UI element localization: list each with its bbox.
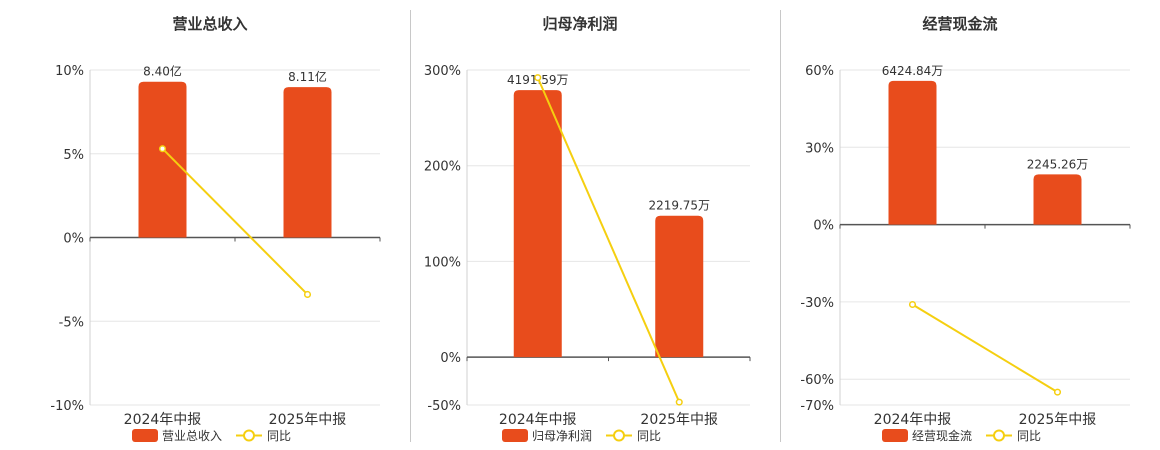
yoy-line [536, 77, 681, 403]
x-tick-label: 2025年中报 [269, 412, 347, 428]
legend-line-marker [243, 429, 255, 442]
y-tick-label: 5% [63, 148, 84, 163]
bar-data-label: 6424.84万 [882, 64, 944, 78]
y-tick-label: 0% [440, 351, 461, 366]
bar [655, 215, 704, 358]
y-tick-label: 60% [805, 64, 834, 79]
x-tick-label: 2024年中报 [124, 412, 202, 428]
bar-data-label: 2245.26万 [1027, 157, 1089, 171]
bar [283, 87, 332, 238]
x-tick-label: 2025年中报 [640, 412, 718, 428]
chart-title: 经营现金流 [922, 15, 997, 33]
yoy-point [908, 300, 917, 309]
panel-divider-2 [780, 10, 781, 442]
panel-divider-1 [410, 10, 411, 442]
yoy-line [911, 303, 1059, 393]
legend-bar-label: 经营现金流 [912, 428, 972, 443]
legend-bar-swatch [502, 429, 528, 442]
chart-title: 营业总收入 [172, 15, 247, 33]
y-tick-label: 0% [63, 232, 84, 247]
y-tick-label: 300% [424, 64, 461, 79]
legend-line-marker [993, 429, 1005, 442]
y-tick-label: 0% [813, 219, 834, 234]
chart-title: 归母净利润 [542, 15, 617, 33]
legend-line-label: 同比 [637, 429, 661, 443]
yoy-line [161, 148, 309, 296]
y-tick-label: -50% [427, 399, 461, 414]
x-tick-label: 2025年中报 [1019, 412, 1097, 428]
y-tick-label: 200% [424, 160, 461, 175]
yoy-point [1053, 388, 1062, 396]
y-tick-label: 100% [424, 255, 461, 270]
legend-line-marker [613, 429, 625, 442]
x-tick-label: 2024年中报 [499, 412, 577, 428]
yoy-point [534, 74, 542, 82]
y-tick-label: -60% [800, 373, 834, 388]
bar-data-label: 8.11亿 [288, 69, 327, 84]
yoy-point [675, 398, 683, 406]
legend-bar-label: 营业总收入 [162, 429, 222, 443]
yoy-point [303, 290, 312, 299]
y-tick-label: -70% [800, 399, 834, 414]
legend-line-label: 同比 [1017, 429, 1041, 443]
bar [513, 90, 562, 358]
bar [1033, 174, 1082, 225]
bar [888, 80, 937, 225]
bar [138, 81, 187, 238]
yoy-point [158, 145, 167, 153]
y-tick-label: -10% [50, 399, 84, 414]
x-tick-label: 2024年中报 [874, 412, 952, 428]
legend-line-label: 同比 [267, 429, 291, 443]
legend-bar-swatch [882, 429, 908, 442]
y-tick-label: -5% [59, 315, 84, 330]
bar-data-label: 2219.75万 [648, 199, 710, 213]
legend-bar-swatch [132, 429, 158, 442]
y-tick-label: 30% [805, 141, 834, 156]
bar-data-label: 8.40亿 [143, 64, 182, 79]
y-tick-label: -30% [800, 296, 834, 311]
y-tick-label: 10% [55, 64, 84, 79]
legend-bar-label: 归母净利润 [532, 429, 592, 443]
